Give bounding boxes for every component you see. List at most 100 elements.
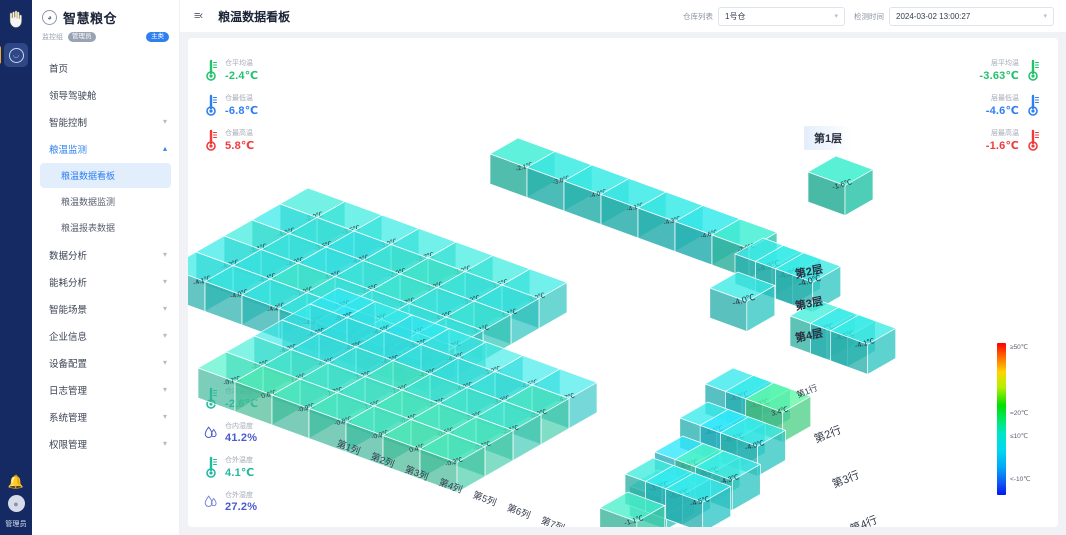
thermometer-average-icon	[1028, 59, 1040, 81]
stat-warehouse-min: 仓最低温 -6.8℃	[204, 93, 258, 117]
dashboard-icon: ◡	[8, 47, 24, 63]
dashboard-card: 仓平均温 -2.4℃ 仓最低温 -6.8℃	[188, 38, 1058, 527]
sidebar-subitem-monitor[interactable]: 粮温数据监测	[40, 189, 171, 214]
sidebar-item-label: 领导驾驶舱	[49, 90, 97, 102]
chevron-down-icon: ▾	[162, 384, 167, 394]
sidebar-item-home[interactable]: 首页	[32, 54, 179, 81]
stat-label: 仓平均温	[225, 60, 253, 67]
sidebar-item-cockpit[interactable]: 领导驾驶舱	[32, 81, 179, 108]
svg-text:第3行: 第3行	[830, 467, 861, 491]
sidebar-subitem-report[interactable]: 粮温报表数据	[40, 215, 171, 240]
stat-value: 27.2%	[225, 501, 258, 513]
sidebar-item-enterprise-info[interactable]: 企业信息 ▾	[32, 322, 179, 349]
chevron-down-icon: ▾	[162, 249, 167, 259]
avatar[interactable]: ●	[7, 495, 25, 512]
layer-tag-label: 第1层	[814, 133, 843, 145]
brand-subrow: 监控组 管理员 主类	[42, 32, 169, 42]
rail-item-dashboard[interactable]: ◡	[0, 43, 28, 67]
humidity-icon	[204, 425, 217, 438]
warehouse-label: 仓库列表	[683, 11, 713, 21]
stat-value: -2.4℃	[225, 70, 259, 82]
chevron-down-icon: ▾	[162, 116, 167, 126]
color-legend: ≥50℃ =20℃ ≤10℃ <-10℃	[997, 343, 1046, 495]
stat-label: 仓外湿度	[225, 492, 253, 499]
sidebar-item-data-analysis[interactable]: 数据分析 ▾	[32, 241, 179, 268]
icon-rail: ◡ 🔔 ● 管理员	[0, 0, 32, 535]
thermometer-average-icon	[206, 59, 218, 81]
smiley-logo-icon: ◕	[42, 10, 57, 25]
cube-grid-svg[interactable]: -2.1℃-3.8℃-4.0℃-4.1℃-4.3℃-4.6℃-2.0℃-2.9℃…	[188, 38, 1058, 527]
thermometer-low-icon	[1028, 94, 1040, 116]
svg-text:第2行: 第2行	[812, 422, 843, 446]
svg-text:第5列: 第5列	[471, 489, 498, 509]
sidebar-item-smart-control[interactable]: 智能控制 ▾	[32, 108, 179, 135]
stat-layer-max: 层最高温 -1.6℃	[986, 128, 1040, 152]
page-title: 粮温数据看板	[218, 9, 291, 24]
legend-tick-labels: ≥50℃ =20℃ ≤10℃ <-10℃	[1010, 343, 1046, 495]
stat-value: 41.2%	[225, 432, 258, 444]
legend-tick: ≤10℃	[1010, 433, 1029, 440]
time-value: 2024-03-02 13:00:27	[896, 11, 971, 21]
brand-block: ◕ 智慧粮仓 监控组 管理员 主类	[32, 0, 179, 48]
sidebar-item-label: 智能控制	[49, 117, 88, 129]
stat-warehouse-max: 仓最高温 5.8℃	[204, 128, 258, 152]
sidebar-item-label: 数据分析	[49, 250, 88, 262]
svg-text:第4行: 第4行	[848, 512, 879, 527]
sidebar-item-grain-temp[interactable]: 粮温监测 ▴	[32, 135, 179, 162]
stat-value: -1.6℃	[985, 140, 1019, 152]
stat-value: -6.8℃	[225, 105, 259, 117]
sidebar-item-label: 权限管理	[49, 439, 88, 451]
stat-outside-humidity: 仓外湿度 27.2%	[204, 490, 258, 513]
thermometer-high-icon	[206, 129, 218, 151]
chevron-down-icon: ▾	[162, 276, 167, 286]
stat-layer-min: 层最低温 -4.6℃	[986, 93, 1040, 117]
stat-label: 层平均温	[991, 60, 1019, 67]
stats-warehouse-group: 仓平均温 -2.4℃ 仓最低温 -6.8℃	[204, 58, 258, 152]
svg-text:第7列: 第7列	[539, 515, 566, 527]
stat-label: 仓内湿度	[225, 423, 253, 430]
time-select[interactable]: 2024-03-02 13:00:27 ▾	[889, 6, 1054, 26]
sidebar-item-device-config[interactable]: 设备配置 ▾	[32, 349, 179, 376]
sidebar-item-label: 智能场景	[49, 304, 88, 316]
stat-label: 层最低温	[991, 95, 1019, 102]
chevron-down-icon: ▾	[162, 303, 167, 313]
sidebar-subitem-label: 粮温数据看板	[61, 171, 116, 181]
sidebar-item-smart-scene[interactable]: 智能场景 ▾	[32, 295, 179, 322]
temperature-3d-plot[interactable]: -2.1℃-3.8℃-4.0℃-4.1℃-4.3℃-4.6℃-2.0℃-2.9℃…	[188, 38, 1058, 527]
rail-user-label: 管理员	[5, 521, 27, 528]
legend-tick: <-10℃	[1010, 476, 1031, 483]
brand-name: 智慧粮仓	[63, 11, 118, 26]
stat-inside-humidity: 仓内湿度 41.2%	[204, 421, 258, 444]
stat-value: -4.6℃	[985, 105, 1019, 117]
sidebar-item-label: 企业信息	[49, 331, 88, 343]
sidebar-item-label: 粮温监测	[49, 144, 88, 156]
stat-label: 仓最高温	[225, 130, 253, 137]
sidebar-item-energy-analysis[interactable]: 能耗分析 ▾	[32, 268, 179, 295]
topbar: ≡‹ 粮温数据看板 仓库列表 1号仓 ▾ 检测时间 2024-03-02 13:…	[180, 0, 1066, 32]
warehouse-select[interactable]: 1号仓 ▾	[718, 6, 845, 26]
sidebar-subitem-label: 粮温数据监测	[61, 197, 116, 207]
warehouse-field: 仓库列表 1号仓 ▾	[683, 6, 845, 26]
brand-row: ◕ 智慧粮仓	[42, 8, 169, 27]
time-label: 检测时间	[854, 11, 884, 21]
legend-gradient-bar	[997, 343, 1006, 495]
legend-tick: =20℃	[1010, 410, 1029, 417]
sidebar-subitem-dashboard[interactable]: 粮温数据看板	[40, 163, 171, 188]
topbar-controls: 仓库列表 1号仓 ▾ 检测时间 2024-03-02 13:00:27 ▾	[683, 6, 1054, 26]
sidebar-item-system-management[interactable]: 系统管理 ▾	[32, 403, 179, 430]
sidebar-item-permission-management[interactable]: 权限管理 ▾	[32, 430, 179, 457]
stat-warehouse-average: 仓平均温 -2.4℃	[204, 58, 258, 82]
stat-value: 5.8℃	[225, 140, 255, 152]
humidity-icon	[204, 494, 217, 507]
stats-layer-group: 层平均温 -3.63℃ 层最低温 -4.6℃	[979, 58, 1040, 152]
svg-text:第6列: 第6列	[505, 502, 532, 522]
thermometer-high-icon	[1028, 129, 1040, 151]
bell-icon[interactable]: 🔔	[7, 474, 25, 489]
chevron-down-icon: ▾	[162, 357, 167, 367]
menu-fold-icon[interactable]: ≡‹	[194, 10, 203, 22]
sidebar-item-log-management[interactable]: 日志管理 ▾	[32, 376, 179, 403]
warehouse-value: 1号仓	[725, 11, 746, 21]
primary-chip: 主类	[146, 32, 169, 42]
chevron-down-icon: ▾	[162, 411, 167, 421]
sidebar: ◕ 智慧粮仓 监控组 管理员 主类 首页 领导驾驶舱 智能控制 ▾ 粮温监测	[32, 0, 180, 535]
